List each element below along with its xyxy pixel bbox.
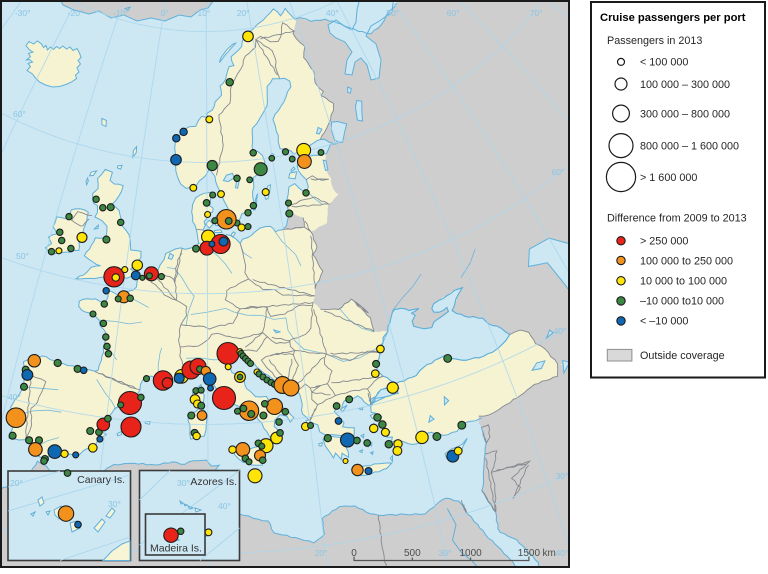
svg-text:-20°: -20° (68, 8, 84, 18)
svg-text:20°: 20° (237, 8, 250, 18)
svg-text:20°: 20° (315, 548, 328, 558)
svg-text:100 000 – 300 000: 100 000 – 300 000 (640, 79, 730, 91)
svg-text:–10 000 to10 000: –10 000 to10 000 (640, 296, 724, 308)
svg-text:> 1 600 000: > 1 600 000 (640, 172, 697, 184)
svg-text:100 000 to 250 000: 100 000 to 250 000 (640, 255, 733, 267)
svg-text:50°: 50° (386, 8, 399, 18)
svg-text:30°: 30° (108, 499, 121, 509)
svg-text:70°: 70° (530, 8, 543, 18)
svg-text:Azores Is.: Azores Is. (190, 476, 237, 488)
svg-text:-30°: -30° (15, 8, 31, 18)
svg-text:< –10 000: < –10 000 (640, 316, 688, 328)
svg-text:> 250 000: > 250 000 (640, 236, 688, 248)
svg-text:500: 500 (404, 548, 421, 559)
svg-text:1500: 1500 (518, 548, 541, 559)
svg-text:Passengers in 2013: Passengers in 2013 (607, 35, 702, 47)
svg-text:40°: 40° (556, 548, 569, 558)
svg-text:Difference from 2009 to 2013: Difference from 2009 to 2013 (607, 213, 747, 225)
svg-text:km: km (543, 548, 556, 559)
svg-text:30°: 30° (439, 548, 452, 558)
svg-text:10°: 10° (197, 8, 210, 18)
svg-text:50°: 50° (16, 251, 29, 261)
svg-text:1000: 1000 (459, 548, 482, 559)
svg-text:Canary Is.: Canary Is. (77, 474, 125, 486)
svg-text:Cruise passengers per port: Cruise passengers per port (600, 12, 746, 24)
svg-text:< 100 000: < 100 000 (640, 57, 688, 69)
svg-text:10 000 to 100 000: 10 000 to 100 000 (640, 276, 727, 288)
svg-text:40°: 40° (8, 392, 21, 402)
svg-text:0°: 0° (161, 8, 169, 18)
svg-text:Madeira Is.: Madeira Is. (150, 543, 202, 555)
svg-text:30°: 30° (556, 471, 569, 481)
svg-text:40°: 40° (554, 326, 567, 336)
svg-text:30°: 30° (177, 478, 190, 488)
svg-text:-10°: -10° (113, 8, 129, 18)
svg-text:300 000 – 800 000: 300 000 – 800 000 (640, 108, 730, 120)
svg-text:Outside coverage: Outside coverage (640, 350, 725, 362)
svg-text:0: 0 (351, 548, 357, 559)
svg-text:60°: 60° (447, 8, 460, 18)
svg-text:40°: 40° (218, 501, 231, 511)
svg-text:800 000 – 1 600 000: 800 000 – 1 600 000 (640, 140, 739, 152)
svg-text:40°: 40° (326, 8, 339, 18)
svg-text:60°: 60° (552, 167, 565, 177)
svg-text:60°: 60° (13, 109, 26, 119)
svg-text:20°: 20° (10, 478, 23, 488)
